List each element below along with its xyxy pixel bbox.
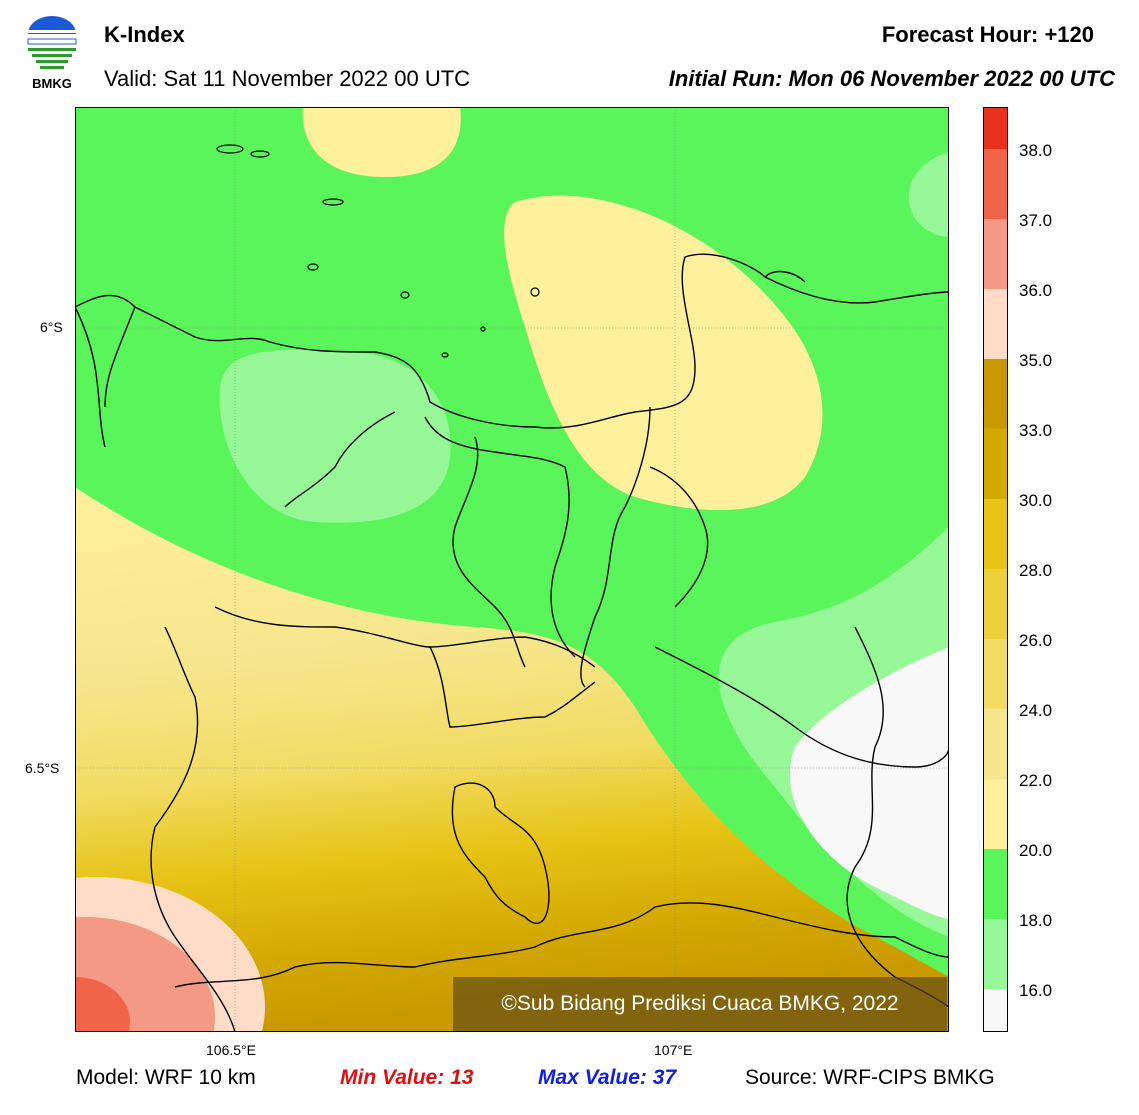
blob-north-yellow bbox=[302, 107, 461, 177]
field-37-38 bbox=[75, 977, 130, 1032]
islands bbox=[216, 144, 540, 358]
lon-label-107e: 107°E bbox=[654, 1042, 693, 1058]
blob-east-yellow bbox=[504, 195, 823, 511]
cbar-tick-35: 35.0 bbox=[1019, 351, 1053, 370]
colorbar bbox=[983, 107, 1008, 1032]
credit-banner: ©Sub Bidang Prediksi Cuaca BMKG, 2022 bbox=[453, 977, 947, 1031]
model-label: Model: WRF 10 km bbox=[76, 1066, 256, 1089]
graticule bbox=[75, 107, 949, 1032]
source-label: Source: WRF-CIPS BMKG bbox=[745, 1066, 995, 1089]
max-value: Max Value: 37 bbox=[538, 1066, 677, 1089]
lon-label-106-5e: 106.5°E bbox=[206, 1042, 256, 1058]
initial-run: Initial Run: Mon 06 November 2022 00 UTC bbox=[668, 66, 1115, 91]
min-value: Min Value: 13 bbox=[340, 1066, 474, 1089]
cbar-tick-16: 16.0 bbox=[1019, 981, 1053, 1000]
cbar-tick-24: 24.0 bbox=[1019, 701, 1053, 720]
cbar-tick-30: 30.0 bbox=[1019, 491, 1053, 510]
cbar-tick-20: 20.0 bbox=[1019, 841, 1053, 860]
forecast-hour: Forecast Hour: +120 bbox=[881, 22, 1094, 47]
field-below-16 bbox=[789, 647, 949, 919]
bmkg-logo: BMKG bbox=[27, 16, 77, 91]
blob-ne-lightgreen bbox=[908, 152, 949, 237]
cbar-tick-36: 36.0 bbox=[1019, 281, 1053, 300]
cbar-tick-22: 22.0 bbox=[1019, 771, 1053, 790]
cbar-tick-38: 38.0 bbox=[1019, 141, 1053, 160]
cbar-tick-33: 33.0 bbox=[1019, 421, 1053, 440]
logo-text: BMKG bbox=[32, 76, 72, 91]
map-title: K-Index bbox=[104, 22, 185, 47]
lat-label-6s: 6°S bbox=[40, 319, 63, 335]
cbar-tick-28: 28.0 bbox=[1019, 561, 1053, 580]
field-20-35 bbox=[75, 487, 949, 1032]
blob-west-lightgreen bbox=[219, 349, 451, 523]
lat-label-6-5s: 6.5°S bbox=[25, 760, 60, 776]
valid-time: Valid: Sat 11 November 2022 00 UTC bbox=[104, 66, 471, 91]
cbar-tick-18: 18.0 bbox=[1019, 911, 1053, 930]
kindex-map bbox=[75, 107, 949, 1032]
cbar-tick-26: 26.0 bbox=[1019, 631, 1053, 650]
cbar-tick-37: 37.0 bbox=[1019, 211, 1053, 230]
